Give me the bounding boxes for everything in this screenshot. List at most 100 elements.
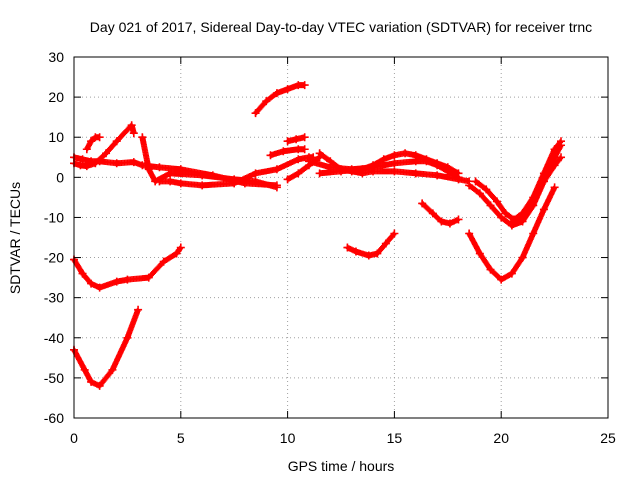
data-point xyxy=(155,163,164,172)
data-point xyxy=(369,163,378,172)
y-tick-label: -40 xyxy=(44,330,64,346)
data-point xyxy=(471,177,480,186)
data-point xyxy=(304,157,313,166)
data-point xyxy=(283,175,292,184)
data-point xyxy=(550,145,559,154)
y-tick-label: 20 xyxy=(48,89,64,105)
data-point xyxy=(108,365,117,374)
data-point xyxy=(166,169,175,178)
x-tick-label: 5 xyxy=(177,430,185,446)
data-point xyxy=(315,169,324,178)
data-point xyxy=(497,213,506,222)
data-point xyxy=(501,209,510,218)
data-point xyxy=(144,165,153,174)
data-point xyxy=(292,135,301,144)
data-points xyxy=(70,81,566,390)
data-point xyxy=(411,157,420,166)
data-point xyxy=(272,165,281,174)
data-point xyxy=(123,275,132,284)
data-point xyxy=(95,283,104,292)
y-tick-label: -50 xyxy=(44,370,64,386)
y-tick-label: 30 xyxy=(48,49,64,65)
data-point xyxy=(418,199,427,208)
y-tick-label: -10 xyxy=(44,209,64,225)
data-point xyxy=(129,158,138,167)
y-tick-label: 10 xyxy=(48,129,64,145)
data-point xyxy=(373,249,382,258)
series-s8 xyxy=(251,81,309,118)
data-point xyxy=(507,269,516,278)
chart-title: Day 021 of 2017, Sidereal Day-to-day VTE… xyxy=(90,19,592,35)
data-point xyxy=(343,243,352,252)
x-tick-label: 15 xyxy=(387,430,403,446)
data-point xyxy=(159,257,168,266)
data-point xyxy=(390,151,399,160)
data-point xyxy=(433,171,442,180)
data-point xyxy=(443,167,452,176)
data-point xyxy=(78,269,87,278)
data-point xyxy=(198,171,207,180)
series-s16 xyxy=(418,199,463,228)
data-point xyxy=(351,247,360,256)
data-point xyxy=(550,161,559,170)
data-point xyxy=(475,189,484,198)
data-point xyxy=(262,97,271,106)
data-point xyxy=(390,159,399,168)
data-point xyxy=(80,365,89,374)
x-tick-label: 10 xyxy=(280,430,296,446)
data-point xyxy=(445,219,454,228)
data-point xyxy=(454,173,463,182)
series-s15 xyxy=(343,229,399,260)
data-point xyxy=(437,217,446,226)
data-point xyxy=(166,177,175,186)
series-s20 xyxy=(507,153,566,226)
data-point xyxy=(102,149,111,158)
data-point xyxy=(82,145,91,154)
data-point xyxy=(95,133,104,142)
data-point xyxy=(129,129,138,138)
series-s10 xyxy=(266,145,309,160)
data-point xyxy=(482,185,491,194)
data-point xyxy=(112,277,121,286)
y-tick-label: 0 xyxy=(56,169,64,185)
data-point xyxy=(294,155,303,164)
data-point xyxy=(326,163,335,172)
data-point xyxy=(76,161,85,170)
data-point xyxy=(172,249,181,258)
data-point xyxy=(539,177,548,186)
x-tick-label: 0 xyxy=(70,430,78,446)
data-point xyxy=(176,243,185,252)
data-point xyxy=(95,381,104,390)
data-point xyxy=(465,181,474,190)
series-s7 xyxy=(155,153,318,190)
data-point-marker xyxy=(315,155,322,162)
data-point xyxy=(294,169,303,178)
y-tick-label: -60 xyxy=(44,410,64,426)
data-point-marker xyxy=(557,139,564,146)
series-s4 xyxy=(70,121,138,171)
data-point xyxy=(486,265,495,274)
data-point xyxy=(557,137,566,146)
data-point xyxy=(507,217,516,226)
data-point xyxy=(518,213,527,222)
y-tick-label: -30 xyxy=(44,290,64,306)
data-point xyxy=(390,167,399,176)
data-point xyxy=(283,137,292,146)
x-axis-label: GPS time / hours xyxy=(288,458,395,474)
tick-labels: 0 5 10 15 20 25 30 20 10 0 -10 -20 -30 -40 -50 -60 xyxy=(44,49,616,446)
data-point xyxy=(364,251,373,260)
data-point xyxy=(465,229,474,238)
data-point xyxy=(529,229,538,238)
data-point xyxy=(390,229,399,238)
data-point xyxy=(82,162,91,171)
data-point xyxy=(539,205,548,214)
data-point xyxy=(272,89,281,98)
data-point xyxy=(78,155,87,164)
data-point xyxy=(272,183,281,192)
y-axis-label: SDTVAR / TECUs xyxy=(7,182,23,294)
data-point xyxy=(315,149,324,158)
data-point xyxy=(422,157,431,166)
axis-ticks xyxy=(73,56,609,419)
data-point xyxy=(251,177,260,186)
series-s17 xyxy=(465,183,559,284)
